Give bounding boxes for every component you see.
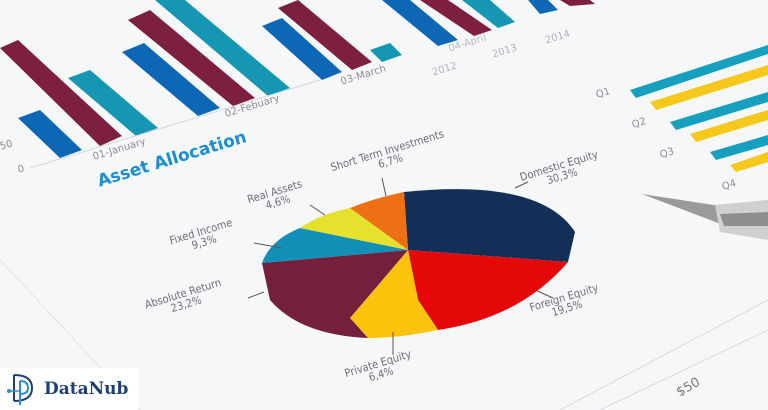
- hbar: [650, 65, 768, 110]
- pie-slice-private-equity: [350, 250, 438, 338]
- pie-slice-fixed-income: [262, 228, 408, 263]
- hbar: [630, 45, 768, 98]
- logo-text: DataNub: [44, 379, 129, 399]
- bar: [0, 40, 122, 146]
- bar: [262, 18, 342, 80]
- pie-slice-absolute-return: [262, 250, 408, 338]
- pie-slice-short-term: [350, 192, 408, 250]
- hbar: [690, 110, 768, 142]
- bar: [18, 110, 82, 158]
- bar: [382, 0, 458, 46]
- hbar: [730, 152, 768, 172]
- bar: [528, 0, 558, 14]
- hbar-chart: [630, 45, 768, 172]
- bar: [560, 0, 595, 6]
- pie-slice-domestic-equity: [404, 189, 575, 262]
- bar: [128, 10, 255, 106]
- fountain-pen: [642, 194, 768, 240]
- datanub-logo: DataNub: [0, 368, 138, 410]
- pie-slice-real-assets: [300, 208, 408, 250]
- bar: [278, 0, 372, 70]
- pie-chart: [247, 177, 575, 355]
- bar: [462, 0, 515, 28]
- pie-slice-foreign-equity: [408, 250, 568, 330]
- bar-chart: [0, 0, 595, 169]
- bar: [370, 43, 402, 62]
- bar: [68, 70, 158, 136]
- hbar: [670, 92, 768, 130]
- datanub-logo-icon: [7, 374, 34, 405]
- bar: [420, 0, 492, 36]
- bar: [155, 0, 290, 96]
- bar: [122, 43, 220, 116]
- hbar: [710, 135, 768, 160]
